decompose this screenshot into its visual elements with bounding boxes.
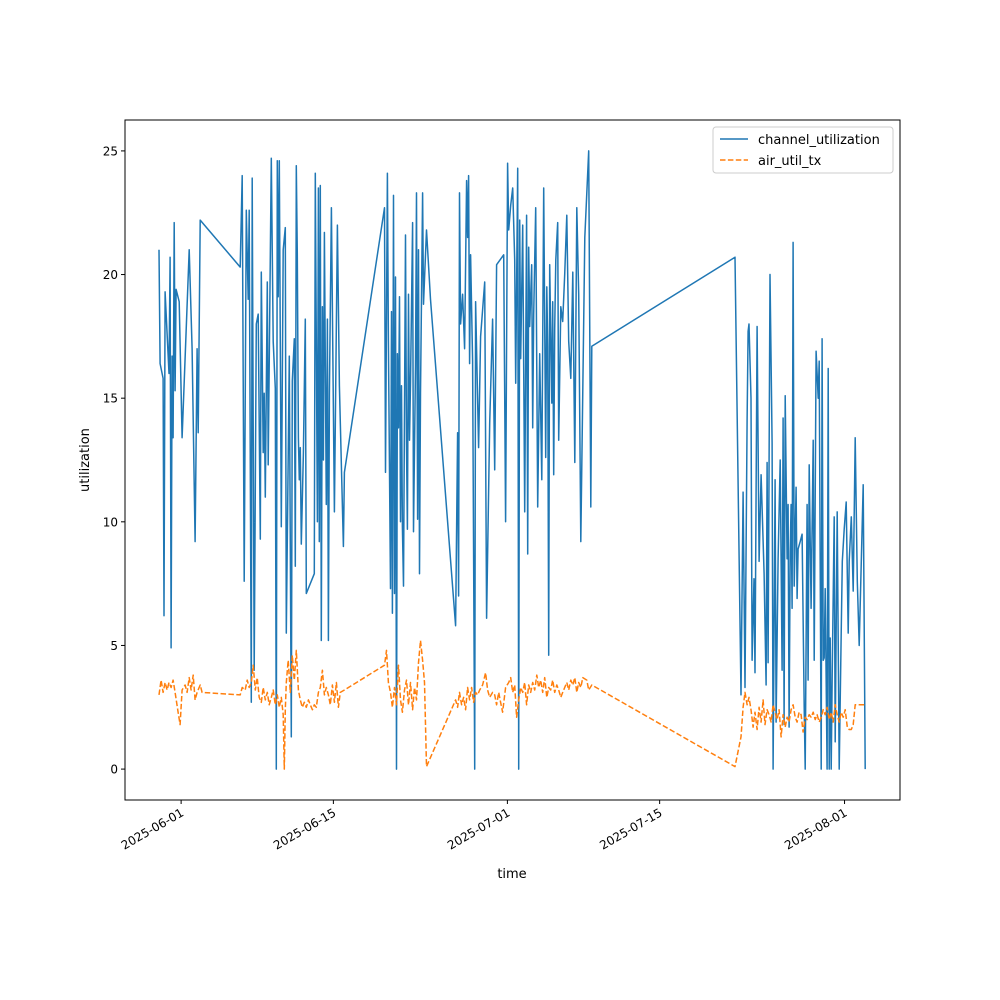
y-tick-label: 15 (103, 392, 118, 406)
x-axis-label: time (497, 867, 526, 882)
legend-label-channel-utilization: channel_utilization (758, 133, 880, 148)
y-tick-label: 5 (110, 639, 118, 653)
y-tick-label: 25 (103, 144, 118, 158)
y-tick-label: 20 (103, 268, 118, 282)
plot-frame (124, 119, 901, 801)
y-tick-label: 0 (110, 763, 118, 777)
series-line-air-util-tx (158, 639, 866, 770)
series-line-channel-utilization (158, 150, 866, 770)
legend: channel_utilization air_util_tx (712, 126, 894, 174)
legend-label-air-util-tx: air_util_tx (758, 154, 822, 169)
series-layer (158, 150, 866, 770)
y-tick-label: 10 (103, 515, 118, 529)
y-axis: 0 5 10 15 20 25 (103, 144, 125, 777)
legend-box (712, 126, 894, 174)
y-axis-label: utilization (78, 428, 93, 492)
